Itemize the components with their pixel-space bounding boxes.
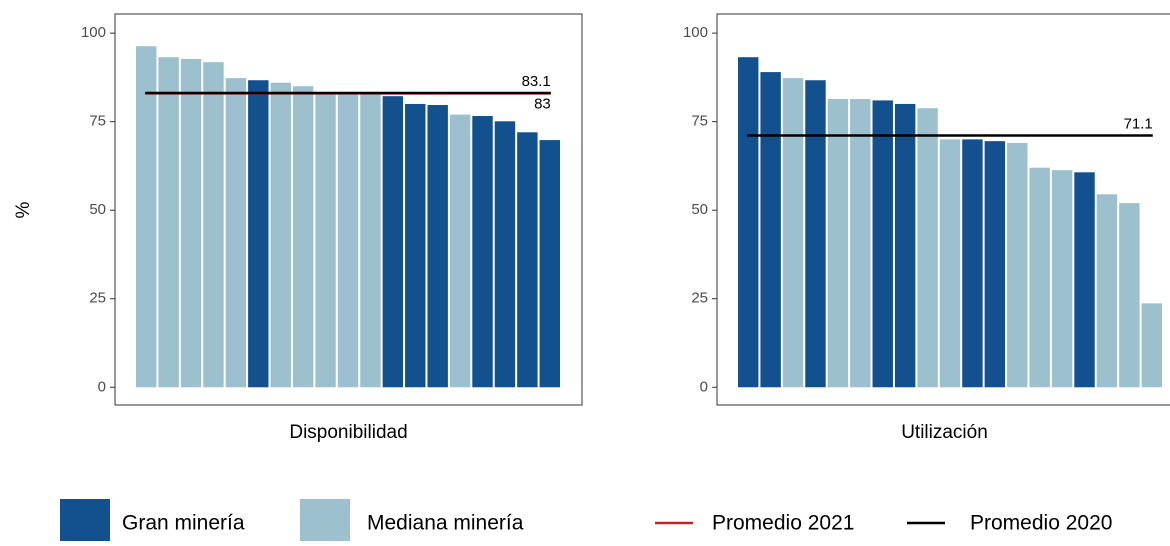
bar xyxy=(292,86,314,388)
bar xyxy=(472,116,493,388)
bar xyxy=(872,100,893,388)
bar xyxy=(539,140,560,388)
bar xyxy=(158,57,179,388)
bar xyxy=(984,141,1006,388)
panel-frame xyxy=(716,13,1170,406)
bar xyxy=(894,103,916,388)
average-label: 71.1 xyxy=(1124,115,1153,132)
bar xyxy=(315,93,336,388)
y-tick-label: 25 xyxy=(691,290,708,307)
bar xyxy=(203,62,224,388)
bar xyxy=(805,80,826,388)
bar xyxy=(1029,167,1050,388)
y-tick-label: 100 xyxy=(683,24,708,41)
bar xyxy=(1051,170,1073,388)
bar xyxy=(382,96,404,388)
bar xyxy=(225,78,247,388)
bar xyxy=(738,57,759,388)
y-axis-label: % xyxy=(13,201,34,218)
bar xyxy=(180,58,202,388)
y-tick-label: 75 xyxy=(691,113,708,130)
y-tick-label: 50 xyxy=(691,201,708,218)
bar xyxy=(1096,194,1118,388)
legend-swatch xyxy=(60,499,110,546)
y-tick-label: 0 xyxy=(98,378,106,395)
y-tick-label: 75 xyxy=(89,113,106,130)
panel-frame xyxy=(114,13,583,406)
bar xyxy=(962,139,983,388)
legend-label: Promedio 2021 xyxy=(712,512,854,535)
y-tick-label: 50 xyxy=(89,201,106,218)
bar xyxy=(827,99,849,388)
bar xyxy=(449,114,471,388)
average-label: 83.1 xyxy=(522,73,551,90)
bar xyxy=(248,80,269,388)
bar xyxy=(939,139,961,388)
legend-label: Mediana minería xyxy=(367,512,524,535)
x-axis-label: Utilización xyxy=(901,422,988,443)
legend-label: Promedio 2020 xyxy=(970,512,1112,535)
bar xyxy=(360,93,381,388)
bar xyxy=(270,82,291,388)
y-tick-label: 100 xyxy=(81,24,106,41)
bar xyxy=(517,132,538,388)
bar xyxy=(136,46,157,388)
bar xyxy=(782,78,804,388)
bar xyxy=(850,99,871,388)
bar xyxy=(1119,203,1140,388)
bar xyxy=(760,72,781,388)
bar xyxy=(1074,172,1095,388)
average-label: 83 xyxy=(534,95,551,112)
bar xyxy=(427,105,448,388)
legend-label: Gran minería xyxy=(122,512,245,535)
bar xyxy=(917,108,938,388)
bar xyxy=(494,121,516,388)
y-tick-label: 25 xyxy=(89,290,106,307)
bar xyxy=(337,93,359,388)
bar xyxy=(405,103,426,388)
x-axis-label: Disponibilidad xyxy=(289,422,407,443)
y-tick-label: 0 xyxy=(700,378,708,395)
legend-swatch xyxy=(300,499,350,546)
bar xyxy=(1141,303,1162,388)
bar xyxy=(1007,142,1028,388)
